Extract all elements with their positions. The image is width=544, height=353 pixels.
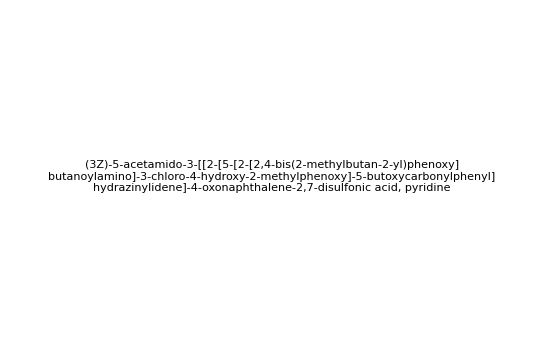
Text: (3Z)-5-acetamido-3-[[2-[5-[2-[2,4-bis(2-methylbutan-2-yl)phenoxy]
butanoylamino]: (3Z)-5-acetamido-3-[[2-[5-[2-[2,4-bis(2-… — [48, 160, 496, 193]
